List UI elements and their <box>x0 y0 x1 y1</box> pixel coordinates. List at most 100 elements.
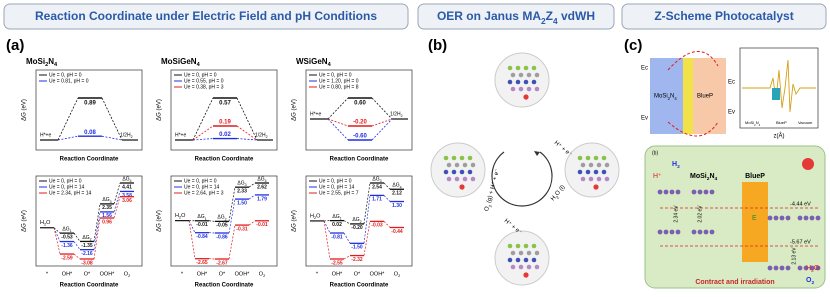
atom <box>463 177 468 182</box>
carrier <box>664 230 669 235</box>
value-label: 0.57 <box>219 101 231 107</box>
panel-label: (c) <box>624 37 642 54</box>
carrier <box>780 266 785 271</box>
subscript: 2 <box>360 220 362 224</box>
state-label: H*+e <box>310 111 321 117</box>
value-label: 0.96 <box>102 219 112 225</box>
subscript: 4 <box>328 62 332 68</box>
x-tick-label: OOH* <box>235 271 251 277</box>
atom <box>519 265 524 270</box>
value-label: 0.02 <box>219 132 231 138</box>
value-label: 4.41 <box>122 184 132 190</box>
subscript: 2 <box>677 164 680 170</box>
state-label: H*+e <box>175 132 186 138</box>
legend-entry: Ue = 0.80, pH = 8 <box>319 84 359 90</box>
step-label: ΔG3 <box>372 176 381 183</box>
atom <box>589 177 594 182</box>
subscript: 3 <box>110 200 112 204</box>
x-tick-label: O2 <box>394 271 400 278</box>
subscript: 2 <box>401 114 403 118</box>
structure-frame <box>565 143 619 197</box>
state-label: 1/2H2 <box>390 111 403 118</box>
value-label: 1.79 <box>257 196 267 202</box>
subscript: 1 <box>70 229 72 233</box>
atom <box>455 177 460 182</box>
atom <box>597 163 602 168</box>
material-label: BlueP <box>745 173 765 180</box>
carrier <box>816 216 821 221</box>
atom <box>471 163 476 168</box>
carrier <box>692 190 697 195</box>
level-label: -4.44 eV <box>790 201 811 207</box>
connector <box>384 183 390 189</box>
atom <box>447 163 452 168</box>
value-label: -0.44 <box>391 229 403 235</box>
value-label: -1.35 <box>81 243 93 249</box>
connector <box>344 233 350 243</box>
atom <box>508 80 513 85</box>
connector <box>249 221 255 225</box>
atom <box>524 80 529 85</box>
atom <box>460 156 465 161</box>
atom <box>516 258 521 263</box>
value-label: 0.08 <box>84 130 96 136</box>
carrier <box>670 230 675 235</box>
subscript: 3 <box>245 183 247 187</box>
subscript: 2 <box>811 280 814 286</box>
connector <box>344 256 350 259</box>
value-label: 2.12 <box>392 191 402 197</box>
field-label: E <box>752 215 757 222</box>
sun <box>802 158 814 170</box>
value-label: -2.32 <box>351 257 363 263</box>
subscript: 4 <box>265 179 267 183</box>
value-label: 0.02 <box>332 222 342 228</box>
y-axis-label: ΔG (eV) <box>157 99 163 121</box>
value-label: 2.35 <box>102 205 112 211</box>
atom <box>444 156 449 161</box>
connector <box>94 212 100 250</box>
adsorbate <box>459 184 464 189</box>
level-label: -5.67 eV <box>790 239 811 245</box>
material-label: BlueP <box>697 94 713 100</box>
value-label: -2.55 <box>331 260 343 266</box>
value-label: -0.20 <box>351 225 363 231</box>
atom <box>527 73 532 78</box>
subscript: 2 <box>90 237 92 241</box>
value-label: -0.31 <box>236 226 248 232</box>
carrier <box>804 216 809 221</box>
carrier <box>698 230 703 235</box>
subscript: 2 <box>811 268 814 274</box>
connector <box>54 228 60 254</box>
atom <box>516 80 521 85</box>
carrier <box>664 190 669 195</box>
value-label: -0.05 <box>216 223 228 229</box>
atom <box>460 170 465 175</box>
x-tick-label: * <box>46 271 49 277</box>
atom <box>468 156 473 161</box>
material-label: MoSi2N4 <box>654 94 677 101</box>
atom <box>586 170 591 175</box>
adsorbate <box>593 184 598 189</box>
subscript: 2 <box>44 223 46 227</box>
atom <box>519 73 524 78</box>
x-axis-label: z(Å) <box>774 133 785 140</box>
atom <box>581 163 586 168</box>
step-label: ΔG4 <box>392 183 401 190</box>
atom <box>519 251 524 256</box>
connector <box>209 221 215 222</box>
state-label: 1/2H2 <box>255 132 268 139</box>
x-tick-label: * <box>316 271 319 277</box>
gap-label: 2.02 eV <box>697 205 703 223</box>
connector <box>324 221 330 259</box>
subscript: 2 <box>131 135 133 139</box>
value-label: -1.50 <box>351 245 363 251</box>
value-label: -0.86 <box>216 234 228 240</box>
atom <box>535 265 540 270</box>
subplot-title: MoSi2N4 <box>26 57 58 68</box>
atom <box>535 73 540 78</box>
connector <box>249 195 255 199</box>
subscript: 4 <box>715 176 718 182</box>
atom <box>586 156 591 161</box>
value-label: 0.89 <box>84 101 96 107</box>
value-label: -2.59 <box>61 255 73 261</box>
